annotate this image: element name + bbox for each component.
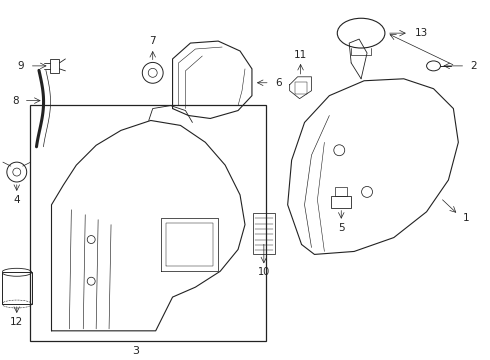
Text: 7: 7 [149, 36, 156, 46]
Bar [30, 105, 266, 341]
Text: 13: 13 [415, 28, 428, 38]
Bar [335, 187, 347, 196]
Bar [2, 272, 32, 304]
Text: 10: 10 [258, 267, 270, 277]
Text: 3: 3 [132, 346, 140, 356]
Text: 8: 8 [12, 96, 19, 105]
Text: 12: 12 [10, 317, 24, 327]
Text: 4: 4 [13, 195, 20, 205]
Text: 5: 5 [338, 222, 344, 233]
Bar [49, 59, 59, 73]
Text: 2: 2 [470, 61, 477, 71]
Text: 6: 6 [275, 78, 281, 88]
Text: 11: 11 [294, 50, 307, 60]
Bar [331, 196, 351, 208]
Text: 9: 9 [17, 61, 24, 71]
Bar [253, 213, 275, 255]
Text: 1: 1 [464, 213, 470, 223]
